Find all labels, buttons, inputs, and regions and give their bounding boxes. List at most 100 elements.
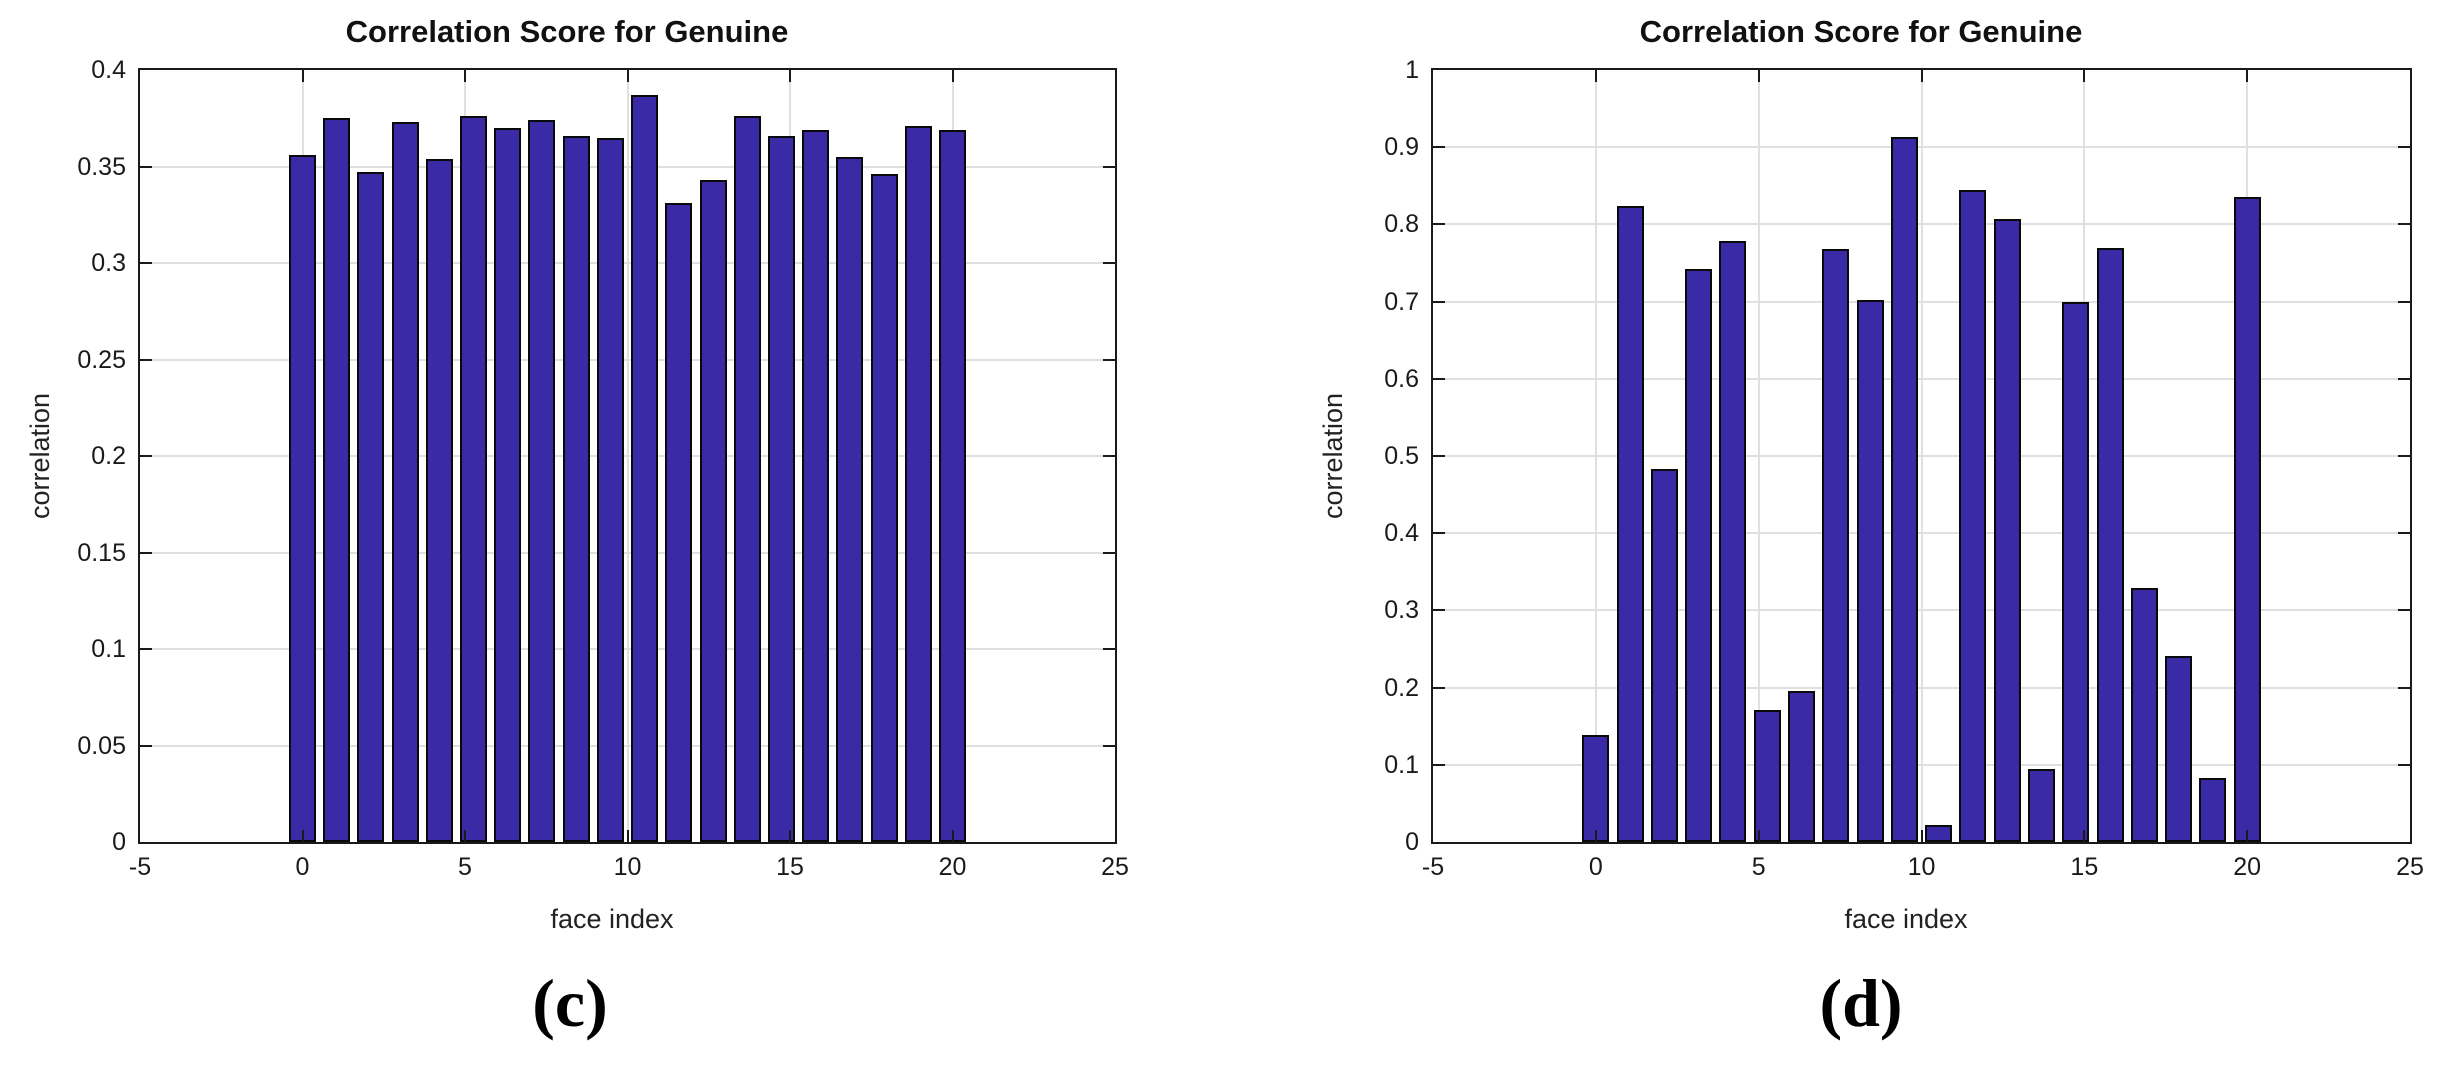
x-tickmark-bottom (1594, 830, 1597, 842)
bar (425, 158, 453, 842)
x-tickmark-bottom (951, 830, 954, 842)
bar (2165, 655, 2193, 842)
y-gridline (1433, 146, 2410, 149)
y-tickmark-left (1433, 377, 1445, 380)
x-tickmark-bottom (1920, 830, 1923, 842)
bar (2096, 248, 2124, 842)
y-gridline (1433, 763, 2410, 766)
x-tick-label: 5 (1751, 853, 1766, 881)
y-gridline (1433, 686, 2410, 689)
y-tickmark-right (1103, 358, 1115, 361)
bar (1822, 249, 1850, 842)
x-tickmark-top (464, 70, 466, 82)
y-tickmark-right (1103, 262, 1115, 264)
y-tickmark-right (2398, 455, 2410, 457)
bar (2199, 777, 2227, 842)
x-tickmark-top (1920, 70, 1923, 82)
x-tickmark-top (1594, 70, 1597, 82)
bar (323, 118, 351, 842)
x-tick-label: -5 (128, 853, 152, 881)
x-tick-label: 0 (1588, 853, 1603, 881)
y-tickmark-right (1103, 744, 1115, 747)
bar (870, 174, 898, 842)
bar (1753, 709, 1781, 842)
y-gridline (1433, 300, 2410, 303)
x-axis-label: face index (1844, 904, 1968, 934)
bar (2130, 588, 2158, 842)
y-tickmark-right (2398, 763, 2410, 766)
y-tickmark-left (140, 648, 152, 650)
x-tick-label: 0 (295, 853, 310, 881)
y-gridline (140, 358, 1115, 361)
y-tickmark-left (1433, 300, 1445, 303)
y-tickmark-right (1103, 551, 1115, 554)
y-tickmark-left (1433, 609, 1445, 612)
y-tick-label: 0.35 (77, 152, 126, 181)
y-gridline (1433, 377, 2410, 380)
y-tick-label: 0 (1405, 828, 1419, 856)
bar (802, 129, 830, 842)
bar (2233, 196, 2261, 842)
subfigure-caption-d: (d) (1819, 965, 1903, 1041)
x-tickmark-bottom (1757, 830, 1760, 842)
y-tick-label: 0.9 (1384, 133, 1419, 162)
bar (665, 203, 693, 842)
x-tickmark-bottom (789, 830, 791, 842)
x-tick-label: 10 (1907, 853, 1936, 881)
x-tick-label: 5 (458, 853, 472, 881)
x-tickmark-bottom (626, 830, 629, 842)
x-tick-label: -5 (1421, 853, 1445, 881)
x-tickmark-bottom (464, 830, 466, 842)
y-tick-label: 0.7 (1384, 287, 1419, 316)
y-tickmark-left (1433, 455, 1445, 457)
y-tick-label: 0.3 (1384, 596, 1419, 625)
y-tickmark-right (2398, 146, 2410, 149)
y-tick-label: 0.6 (1384, 364, 1419, 393)
x-tickmark-top (2083, 70, 2086, 82)
y-tick-label: 0.2 (91, 442, 126, 470)
bar (1616, 205, 1644, 842)
y-tick-label: 0.25 (77, 345, 126, 374)
x-tick-label: 10 (613, 853, 642, 881)
y-gridline (140, 744, 1115, 747)
y-gridline (140, 165, 1115, 168)
x-tick-label: 20 (2233, 853, 2262, 881)
bar (596, 137, 624, 842)
y-gridline (140, 262, 1115, 264)
x-tickmark-top (2246, 70, 2249, 82)
bar (1890, 137, 1918, 842)
x-tickmark-bottom (301, 830, 304, 842)
y-gridline (140, 648, 1115, 650)
y-gridline (140, 551, 1115, 554)
subfigure-caption-c: (c) (532, 965, 608, 1041)
bar (1959, 189, 1987, 842)
y-tick-label: 0.4 (91, 56, 126, 84)
x-tick-label: 15 (2070, 853, 2099, 881)
x-tick-label: 15 (776, 853, 804, 881)
bar (494, 127, 522, 842)
x-tickmark-top (789, 70, 791, 82)
bar (733, 116, 761, 842)
chart-title: Correlation Score for Genuine (1639, 14, 2083, 49)
y-tick-label: 0.5 (1384, 442, 1419, 470)
y-tickmark-right (2398, 532, 2410, 535)
y-tick-label: 0.8 (1384, 210, 1419, 239)
x-tickmark-top (626, 70, 629, 82)
y-tickmark-left (140, 358, 152, 361)
y-tick-label: 0.4 (1384, 519, 1419, 548)
y-gridline (140, 455, 1115, 457)
y-tickmark-right (2398, 300, 2410, 303)
x-tickmark-top (301, 70, 304, 82)
x-axis-label: face index (550, 904, 674, 934)
y-tickmark-right (2398, 686, 2410, 689)
x-tick-label: 25 (2396, 853, 2424, 881)
bar (1650, 469, 1678, 842)
y-tick-label: 0.3 (91, 249, 126, 277)
bar (1856, 300, 1884, 842)
y-gridline (1433, 223, 2410, 226)
y-tick-label: 0.1 (1384, 750, 1419, 779)
bar (1788, 691, 1816, 842)
y-tick-label: 0 (112, 828, 126, 856)
